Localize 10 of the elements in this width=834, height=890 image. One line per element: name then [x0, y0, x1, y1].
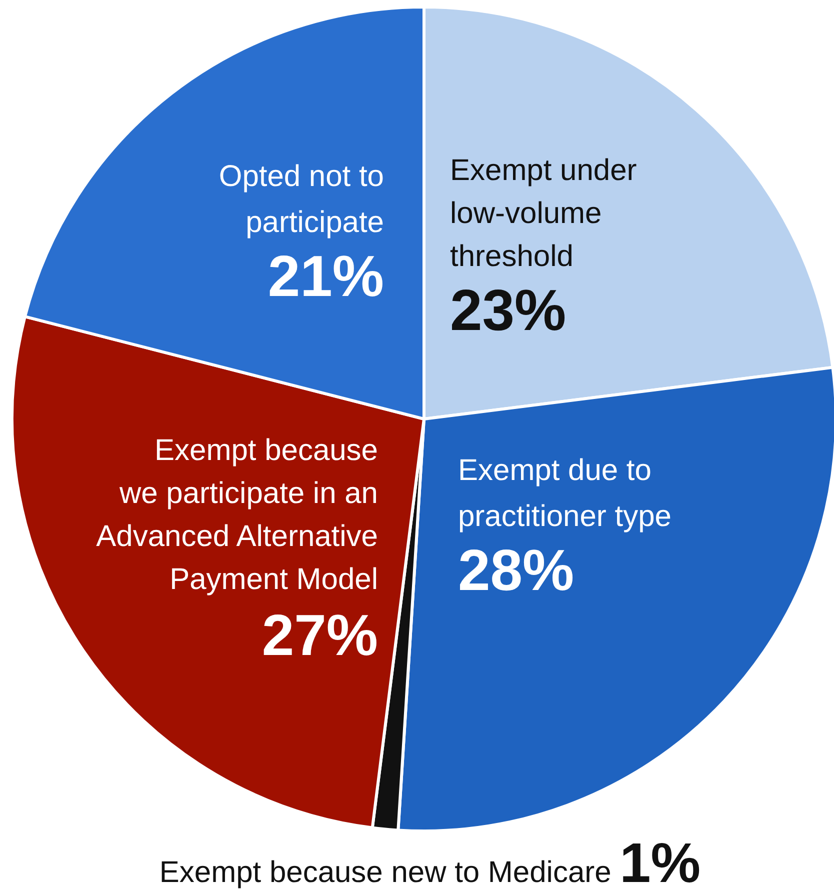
slice-label: Exempt under low-volume threshold [450, 154, 637, 273]
slice-label: Exempt because new to Medicare [159, 856, 620, 889]
data-label: 27% [262, 603, 378, 668]
data-label: 28% [458, 538, 574, 603]
data-label: 1% [620, 831, 701, 890]
slice-label: Opted not to participate [218, 160, 384, 239]
slice-label: Exempt because we participate in an Advanced Alternative Payment Model [96, 434, 378, 596]
data-label: 21% [268, 244, 384, 309]
slice-label: Exempt due to practitioner type [458, 454, 672, 533]
data-label: 23% [450, 278, 566, 343]
